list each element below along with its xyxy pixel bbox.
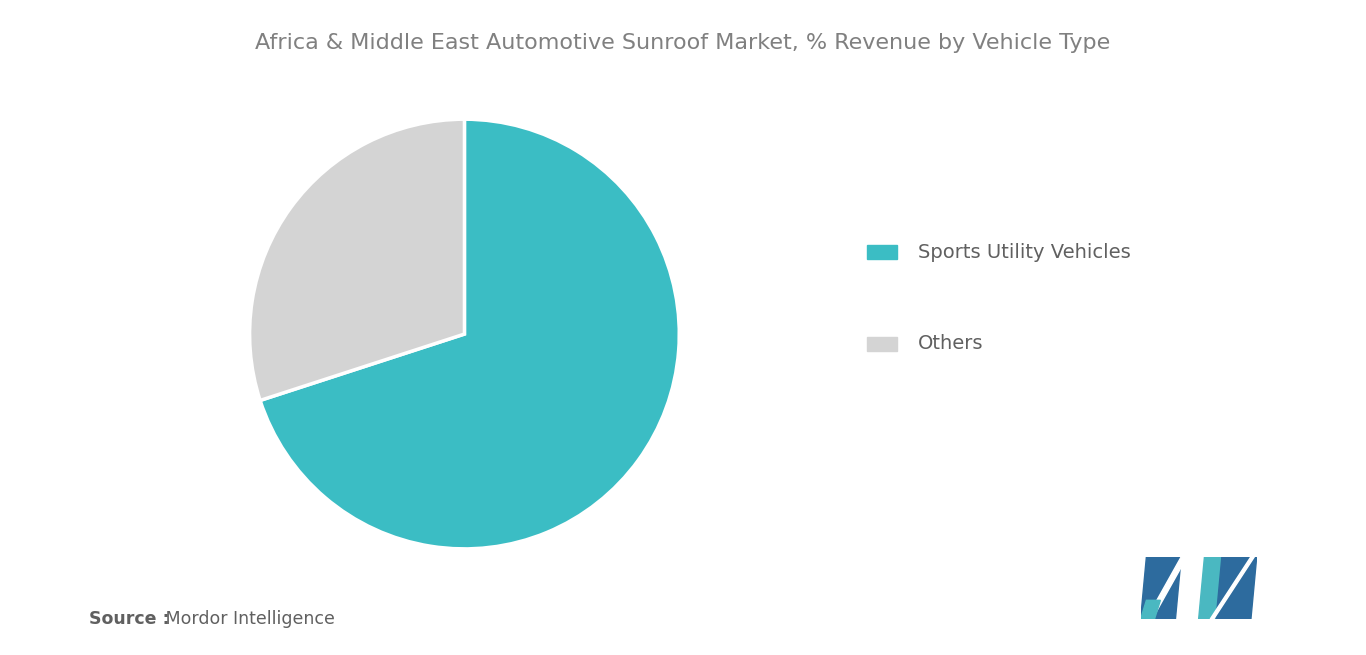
Polygon shape [1141, 600, 1160, 619]
Text: Sports Utility Vehicles: Sports Utility Vehicles [918, 242, 1131, 262]
Wedge shape [260, 119, 679, 549]
Wedge shape [250, 119, 464, 400]
Polygon shape [1199, 557, 1221, 619]
Polygon shape [1216, 557, 1257, 619]
Text: Africa & Middle East Automotive Sunroof Market, % Revenue by Vehicle Type: Africa & Middle East Automotive Sunroof … [255, 33, 1111, 53]
Polygon shape [1141, 557, 1182, 619]
Text: Source :: Source : [89, 610, 169, 628]
Polygon shape [1146, 557, 1187, 619]
Polygon shape [1210, 557, 1254, 619]
Text: Others: Others [918, 334, 984, 354]
Text: Mordor Intelligence: Mordor Intelligence [160, 610, 335, 628]
